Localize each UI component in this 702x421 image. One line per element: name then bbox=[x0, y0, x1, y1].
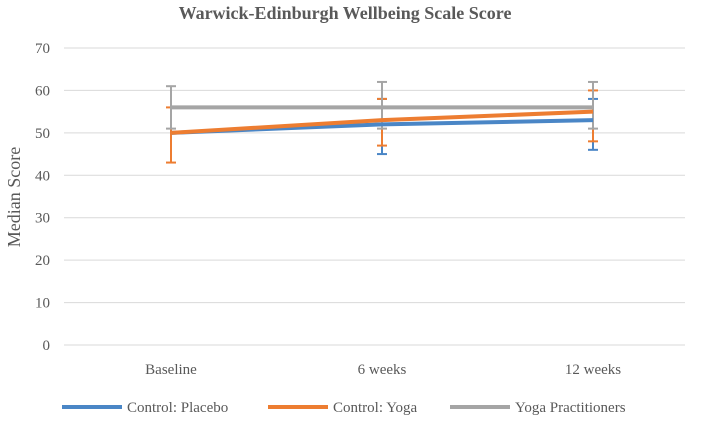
legend-label: Yoga Practitioners bbox=[515, 400, 626, 416]
y-tick-label: 30 bbox=[35, 211, 50, 227]
legend-label: Control: Placebo bbox=[127, 400, 228, 416]
gridlines bbox=[64, 47, 685, 346]
y-tick-label: 40 bbox=[35, 168, 50, 184]
legend: Control: Placebo Control: Yoga Yoga Practi… bbox=[62, 400, 626, 416]
x-tick-label: Baseline bbox=[145, 362, 197, 378]
y-axis-title: Median Score bbox=[4, 147, 24, 247]
x-tick-label: 6 weeks bbox=[358, 362, 407, 378]
y-tick-label: 10 bbox=[35, 296, 50, 312]
series-lines bbox=[170, 105, 594, 135]
x-tick-labels: Baseline 6 weeks 12 weeks bbox=[145, 362, 621, 378]
y-tick-label: 20 bbox=[35, 253, 50, 269]
y-tick-label: 70 bbox=[35, 41, 50, 57]
y-tick-label: 60 bbox=[35, 83, 50, 99]
x-tick-label: 12 weeks bbox=[565, 362, 621, 378]
legend-label: Control: Yoga bbox=[333, 400, 418, 416]
chart-title: Warwick-Edinburgh Wellbeing Scale Score bbox=[179, 3, 512, 23]
y-tick-label: 0 bbox=[43, 338, 51, 354]
series-line bbox=[170, 109, 594, 135]
y-tick-labels: 0 10 20 30 40 50 60 70 bbox=[35, 41, 50, 354]
y-tick-label: 50 bbox=[35, 126, 50, 142]
